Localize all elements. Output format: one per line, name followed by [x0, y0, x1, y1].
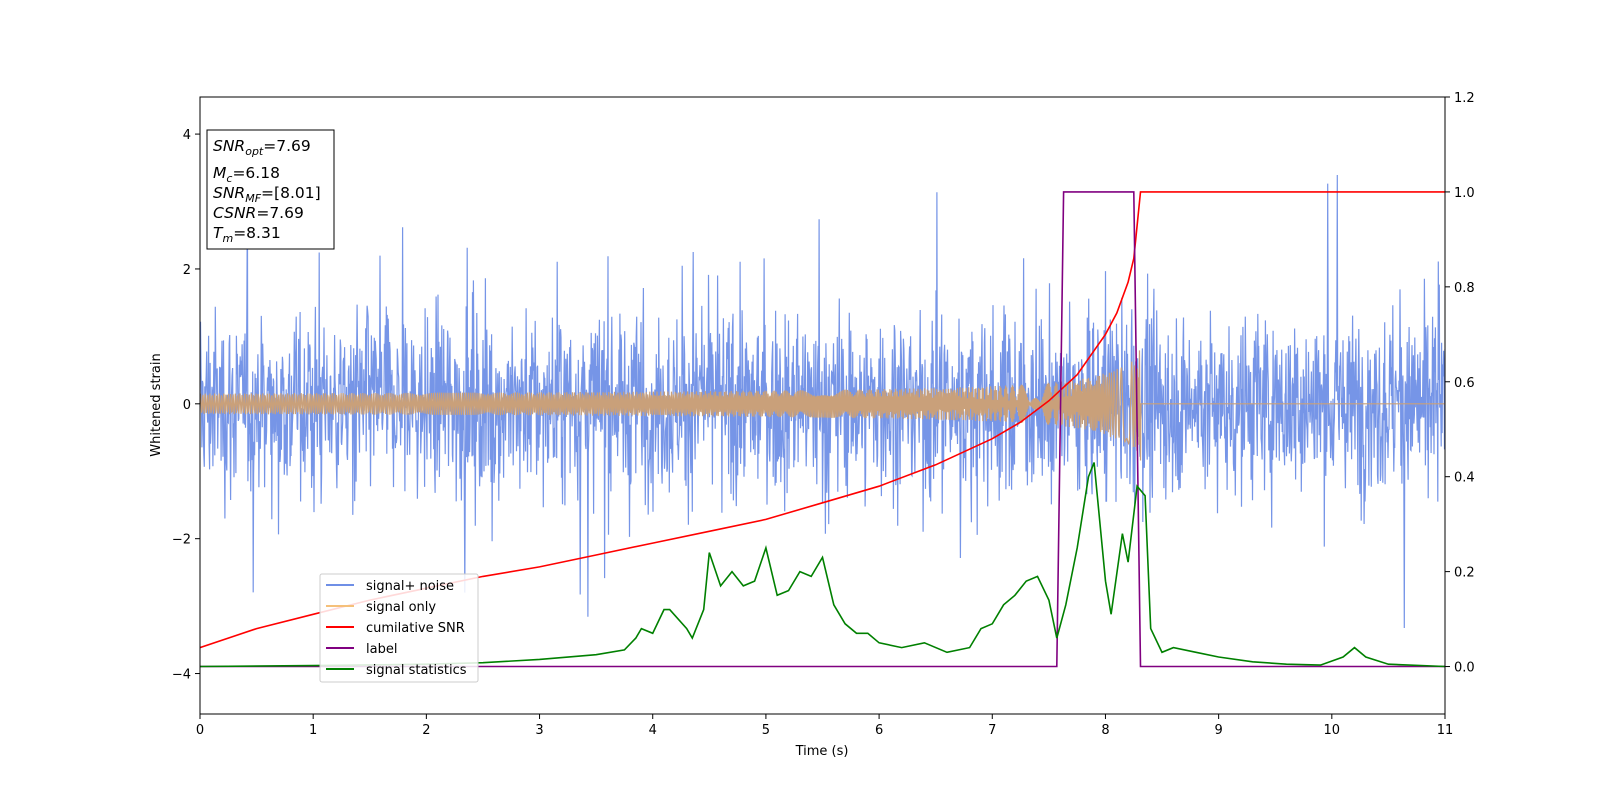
x-tick-label: 10 — [1324, 723, 1341, 738]
y-left-tick-label: −2 — [172, 533, 191, 548]
x-tick-label: 2 — [422, 723, 430, 738]
x-axis-label: Time (s) — [795, 744, 849, 759]
anno-snr-opt: SNRopt=7.69 — [213, 137, 311, 158]
y-left-tick-label: 0 — [183, 398, 191, 413]
legend-label: cumilative SNR — [366, 621, 465, 636]
legend-label: label — [366, 642, 397, 657]
legend-label: signal+ noise — [366, 579, 454, 594]
x-tick-label: 5 — [762, 723, 770, 738]
y-left-tick-label: 2 — [183, 263, 191, 278]
legend: signal+ noise signal only cumilative SNR la… — [319, 573, 479, 683]
x-tick-label: 6 — [875, 723, 883, 738]
x-tick-label: 4 — [649, 723, 657, 738]
series-label — [200, 191, 1445, 668]
anno-mc: Mc=6.18 — [213, 164, 280, 185]
plot-frame — [199, 96, 1446, 715]
legend-label: signal statistics — [366, 663, 467, 678]
x-tick-label: 1 — [309, 723, 317, 738]
y-right-tick-label: 0.8 — [1454, 281, 1475, 296]
y-left-tick-label: 4 — [183, 128, 191, 143]
x-tick-label: 3 — [535, 723, 543, 738]
x-tick-label: 7 — [988, 723, 996, 738]
y-right-tick-label: 0.4 — [1454, 471, 1475, 486]
anno-csnr: CSNR=7.69 — [213, 204, 304, 222]
x-tick-label: 8 — [1101, 723, 1109, 738]
y-right-tick-label: 0.2 — [1454, 566, 1475, 581]
y-right-tick-label: 1.0 — [1454, 186, 1475, 201]
y-axis-label: Whitened strain — [149, 353, 164, 456]
series-signal-only — [200, 350, 1445, 461]
legend-label: signal only — [366, 600, 436, 615]
annotation-box: SNRopt=7.69 Mc=6.18 SNRMF=[8.01] CSNR=7.… — [206, 129, 335, 250]
y-right-tick-label: 0.6 — [1454, 376, 1475, 391]
series-signal-statistics — [200, 462, 1445, 668]
anno-tm: Tm=8.31 — [213, 224, 281, 245]
x-tick-label: 11 — [1437, 723, 1454, 738]
y-right-tick-label: 0.0 — [1454, 661, 1475, 676]
x-tick-label: 0 — [196, 723, 204, 738]
anno-snr-mf: SNRMF=[8.01] — [213, 184, 321, 205]
y-right-tick-label: 1.2 — [1454, 91, 1475, 106]
y-left-tick-label: −4 — [172, 668, 191, 683]
x-tick-label: 9 — [1214, 723, 1222, 738]
